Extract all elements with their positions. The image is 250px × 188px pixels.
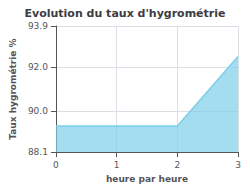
svg-text:92.0: 92.0 (28, 62, 48, 72)
svg-text:2: 2 (174, 160, 180, 170)
svg-text:93.9: 93.9 (28, 21, 48, 31)
svg-text:heure par heure: heure par heure (106, 174, 188, 184)
svg-text:90.0: 90.0 (28, 106, 48, 116)
svg-text:0: 0 (53, 160, 59, 170)
svg-text:1: 1 (114, 160, 120, 170)
svg-text:88.1: 88.1 (28, 147, 48, 157)
svg-text:3: 3 (235, 160, 241, 170)
svg-text:Evolution du taux d'hygrométri: Evolution du taux d'hygrométrie (25, 7, 226, 20)
svg-text:Taux hygrométrie %: Taux hygrométrie % (8, 38, 18, 139)
